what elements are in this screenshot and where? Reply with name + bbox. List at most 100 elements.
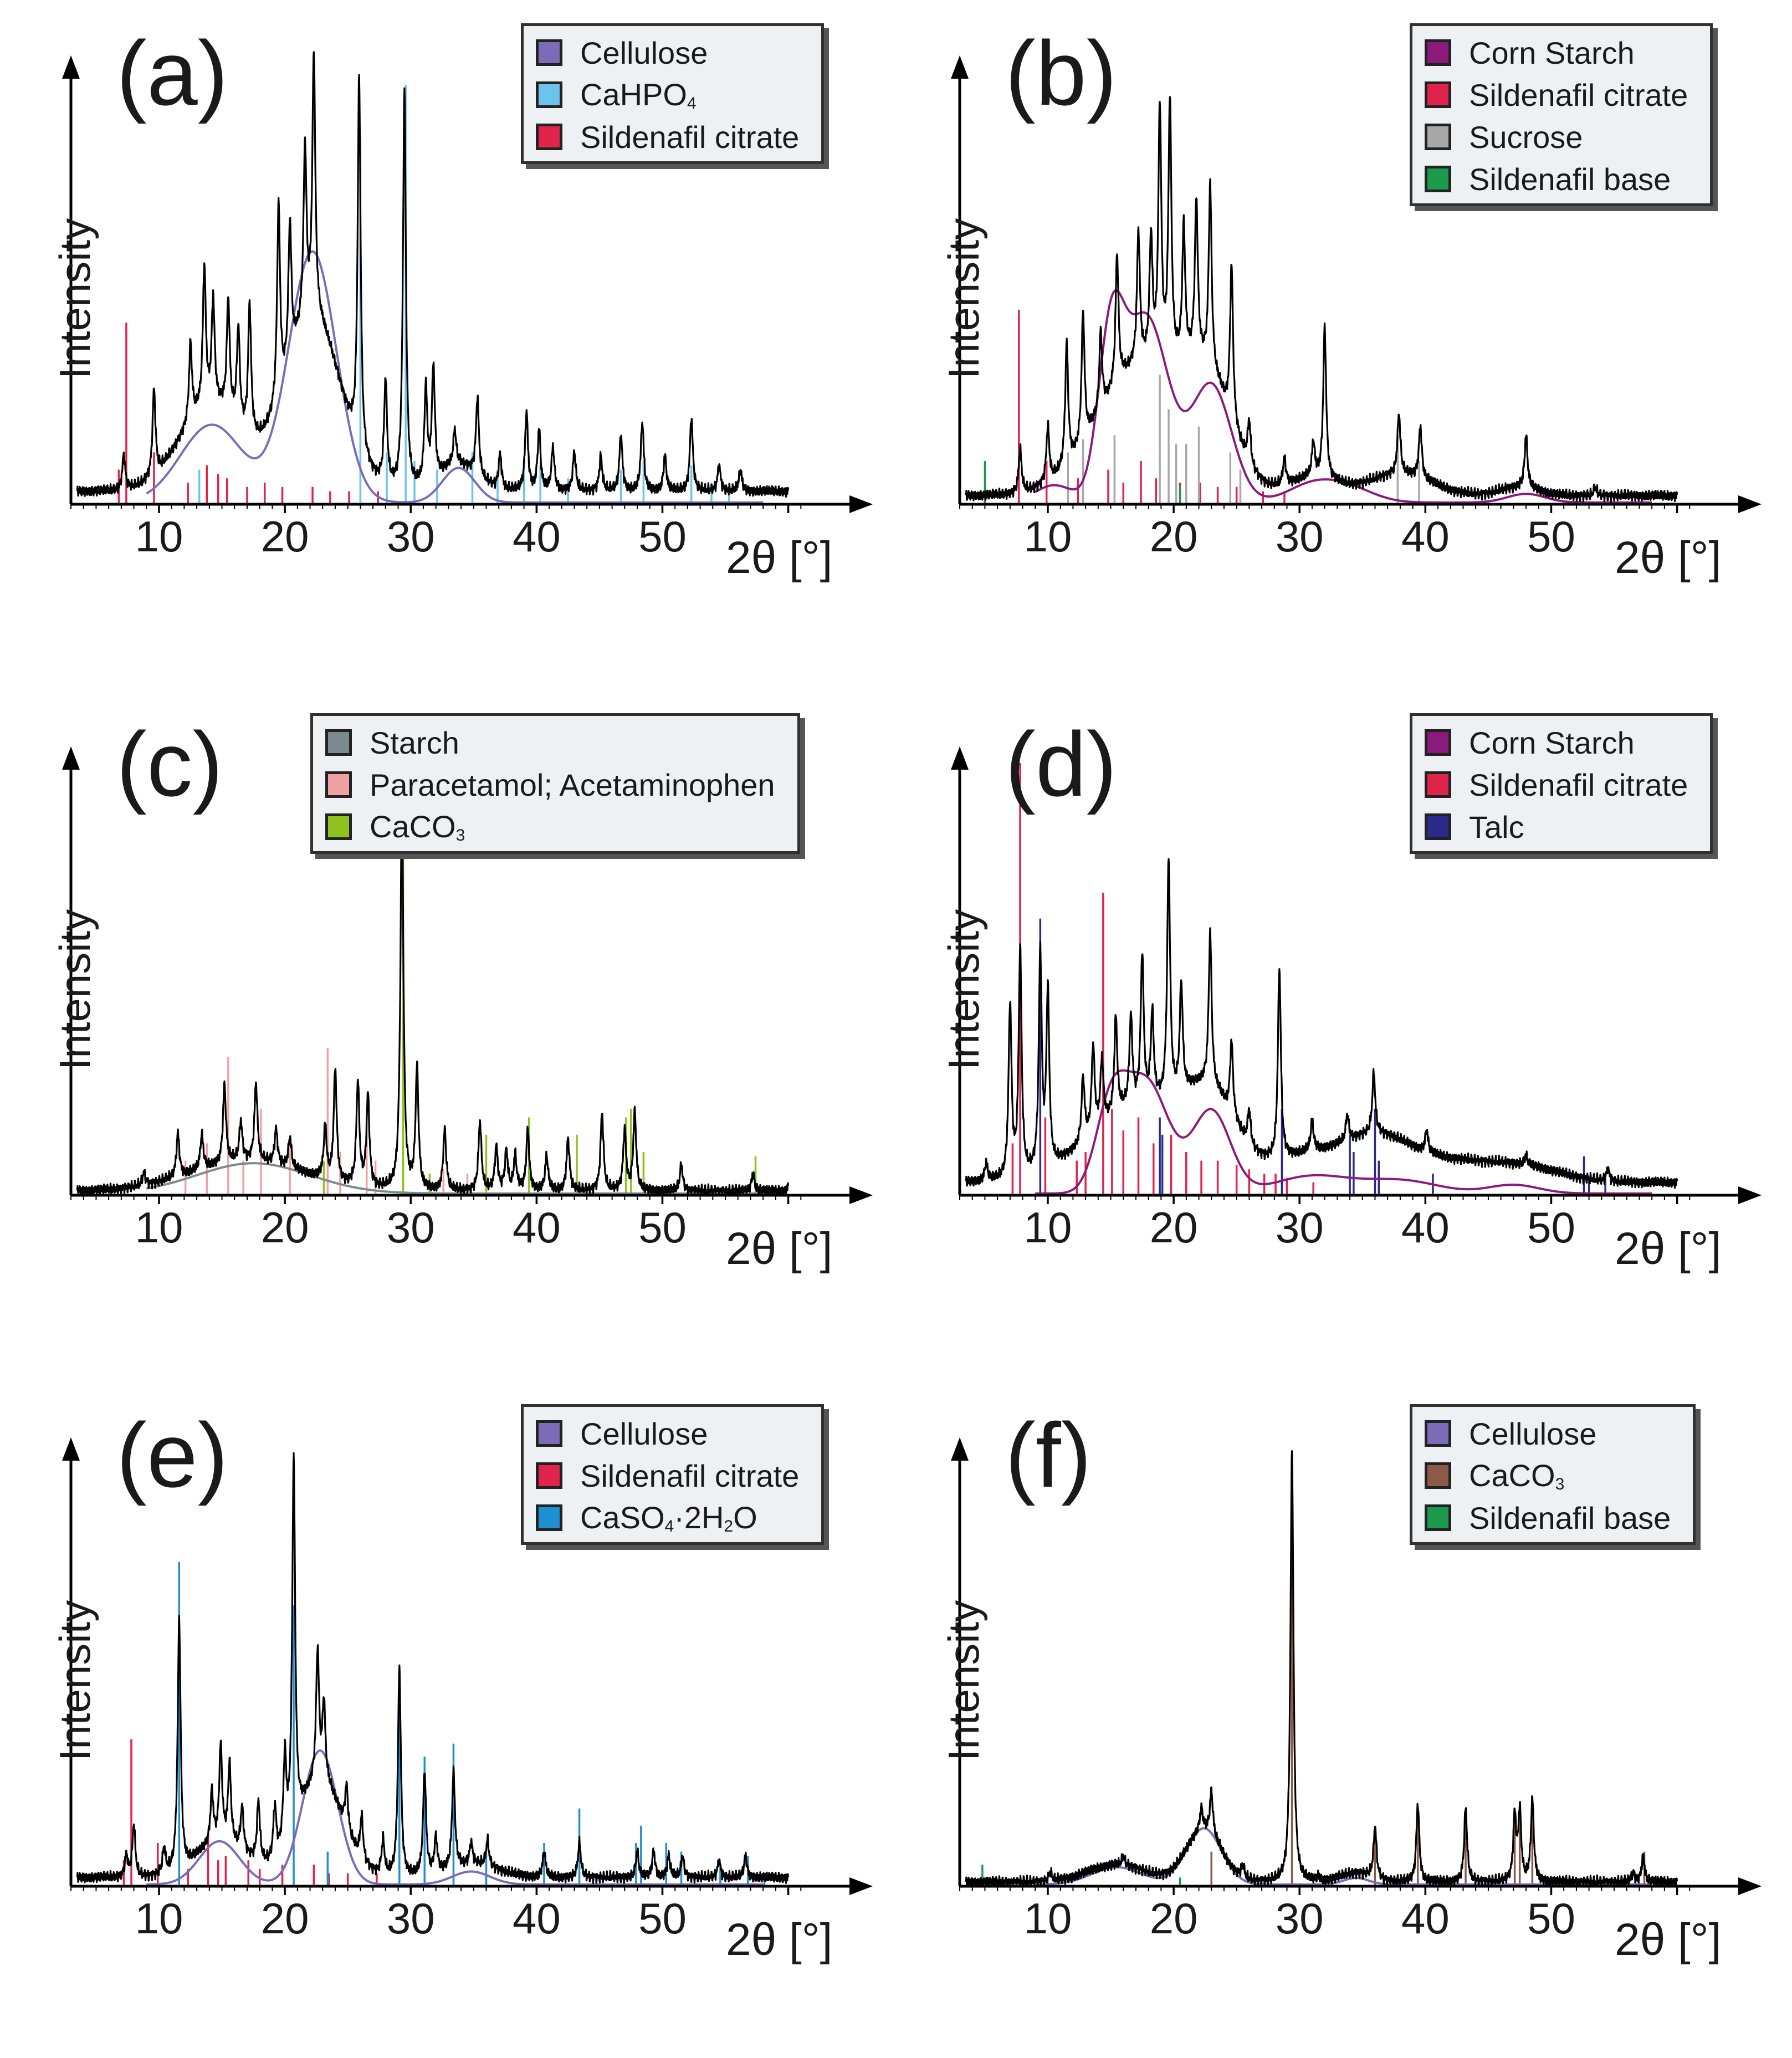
legend-swatch bbox=[1425, 124, 1451, 150]
legend-item: CaCO3 bbox=[325, 806, 775, 848]
panel-b: 10 20 30 40 50 (b) Intensity 2θ [°] Corn Sta… bbox=[905, 17, 1792, 676]
x-tick-label: 10 bbox=[135, 1894, 183, 1943]
legend-label: Sildenafil citrate bbox=[580, 119, 799, 155]
legend-swatch bbox=[536, 1504, 562, 1531]
legend-item: Sucrose bbox=[1425, 116, 1688, 158]
x-axis-arrow bbox=[849, 1186, 873, 1204]
legend-label: Cellulose bbox=[580, 35, 708, 71]
legend-item: Sildenafil citrate bbox=[1425, 764, 1688, 806]
x-tick-label: 50 bbox=[638, 1894, 687, 1943]
x-tick-label: 50 bbox=[1527, 512, 1575, 561]
x-tick-label: 30 bbox=[387, 1894, 435, 1943]
x-axis-label: 2θ [°] bbox=[1615, 1223, 1721, 1275]
legend-item: Cellulose bbox=[1425, 1412, 1671, 1455]
x-tick-label: 20 bbox=[261, 512, 309, 561]
legend-item: Sildenafil citrate bbox=[536, 116, 799, 158]
legend-swatch bbox=[536, 1420, 562, 1447]
stick-series bbox=[179, 1562, 764, 1886]
x-axis-label: 2θ [°] bbox=[1615, 1914, 1721, 1966]
legend-swatch bbox=[536, 81, 562, 108]
legend-item: Paracetamol; Acetaminophen bbox=[325, 764, 775, 806]
reference-curve bbox=[1035, 290, 1652, 503]
legend-item: Sildenafil citrate bbox=[536, 1455, 799, 1497]
x-tick-label: 30 bbox=[1276, 1894, 1324, 1943]
observed-pattern bbox=[77, 797, 788, 1194]
legend-label: Sildenafil citrate bbox=[580, 1458, 799, 1494]
legend-label: Sildenafil citrate bbox=[1469, 77, 1688, 113]
legend-swatch bbox=[536, 1462, 562, 1489]
x-tick-label: 10 bbox=[1024, 1203, 1072, 1252]
x-tick-label: 10 bbox=[135, 1203, 183, 1252]
x-tick-label: 20 bbox=[261, 1894, 309, 1943]
legend-swatch bbox=[536, 39, 562, 66]
legend-label: Sildenafil base bbox=[1469, 1500, 1671, 1536]
panel-label: (c) bbox=[116, 719, 223, 810]
x-tick-label: 10 bbox=[1024, 1894, 1072, 1943]
panel-label: (f) bbox=[1005, 1410, 1092, 1501]
y-axis-arrow bbox=[62, 1437, 80, 1461]
legend-label: CaHPO4 bbox=[580, 76, 697, 113]
y-axis-label: Intensity bbox=[942, 879, 985, 1100]
x-tick-label: 10 bbox=[135, 512, 183, 561]
legend-item: Starch bbox=[325, 721, 775, 764]
panel-label: (d) bbox=[1005, 719, 1117, 810]
legend-item: Sildenafil citrate bbox=[1425, 74, 1688, 116]
legend-label: Starch bbox=[370, 725, 459, 761]
y-axis-label: Intensity bbox=[53, 879, 96, 1100]
panel-label: (e) bbox=[116, 1410, 228, 1501]
panel-label: (a) bbox=[116, 28, 228, 119]
legend-item: Corn Starch bbox=[1425, 32, 1688, 74]
x-axis-arrow bbox=[1738, 495, 1762, 513]
y-axis-label: Intensity bbox=[53, 1570, 96, 1791]
legend-label: CaSO4·2H2O bbox=[580, 1499, 757, 1536]
y-axis-arrow bbox=[951, 746, 969, 770]
x-tick-label: 10 bbox=[1024, 512, 1072, 561]
observed-pattern bbox=[966, 859, 1677, 1188]
x-tick-label: 50 bbox=[1527, 1203, 1575, 1252]
y-axis-arrow bbox=[951, 55, 969, 79]
x-tick-label: 40 bbox=[513, 1894, 561, 1943]
legend-item: Sildenafil base bbox=[1425, 158, 1688, 200]
x-tick-label: 20 bbox=[1150, 1203, 1198, 1252]
x-axis-label: 2θ [°] bbox=[726, 1914, 832, 1966]
x-tick-label: 40 bbox=[513, 512, 561, 561]
panel-e: 10 20 30 40 50 (e) Intensity 2θ [°] Cellulos… bbox=[17, 1399, 903, 2058]
stick-series bbox=[1040, 919, 1605, 1195]
legend-item: Talc bbox=[1425, 806, 1688, 848]
y-axis-label: Intensity bbox=[942, 1570, 985, 1791]
y-axis-label: Intensity bbox=[53, 188, 96, 409]
x-tick-label: 40 bbox=[1401, 512, 1450, 561]
stick-series bbox=[1019, 310, 1284, 504]
stick-series bbox=[186, 1048, 468, 1195]
legend-swatch bbox=[1425, 729, 1451, 756]
legend-swatch bbox=[325, 729, 352, 756]
legend-item: CaHPO4 bbox=[536, 74, 799, 116]
legend-label: Cellulose bbox=[580, 1416, 708, 1452]
legend-item: Sildenafil base bbox=[1425, 1497, 1671, 1539]
panel-d: 10 20 30 40 50 (d) Intensity 2θ [°] Corn Sta… bbox=[905, 708, 1792, 1367]
legend-swatch bbox=[1425, 1504, 1451, 1531]
legend-swatch bbox=[1425, 1420, 1451, 1447]
panel-a: 10 20 30 40 50 (a) Intensity 2θ [°] Cellulos… bbox=[17, 17, 903, 676]
legend-item: CaCO3 bbox=[1425, 1455, 1671, 1497]
legend-swatch bbox=[1425, 81, 1451, 108]
legend-swatch bbox=[1425, 771, 1451, 798]
y-axis-arrow bbox=[62, 55, 80, 79]
x-tick-label: 50 bbox=[1527, 1894, 1575, 1943]
x-axis-arrow bbox=[849, 495, 873, 513]
panel-label: (b) bbox=[1005, 28, 1117, 119]
legend: Corn Starch Sildenafil citrate Talc bbox=[1410, 713, 1713, 854]
legend-label: Talc bbox=[1469, 809, 1524, 845]
legend-label: Sildenafil citrate bbox=[1469, 767, 1688, 803]
legend-label: CaCO3 bbox=[1469, 1457, 1564, 1494]
legend: Cellulose CaHPO4 Sildenafil citrate bbox=[521, 23, 824, 164]
x-tick-label: 40 bbox=[1401, 1894, 1450, 1943]
x-axis-label: 2θ [°] bbox=[726, 1223, 832, 1275]
reference-curve bbox=[146, 252, 763, 503]
x-axis-label: 2θ [°] bbox=[726, 532, 832, 584]
legend: Corn Starch Sildenafil citrate Sucrose S… bbox=[1410, 23, 1713, 206]
x-axis-arrow bbox=[1738, 1186, 1762, 1204]
x-axis-arrow bbox=[849, 1877, 873, 1895]
x-tick-label: 40 bbox=[513, 1203, 561, 1252]
legend: Cellulose Sildenafil citrate CaSO4·2H2O bbox=[521, 1404, 824, 1545]
